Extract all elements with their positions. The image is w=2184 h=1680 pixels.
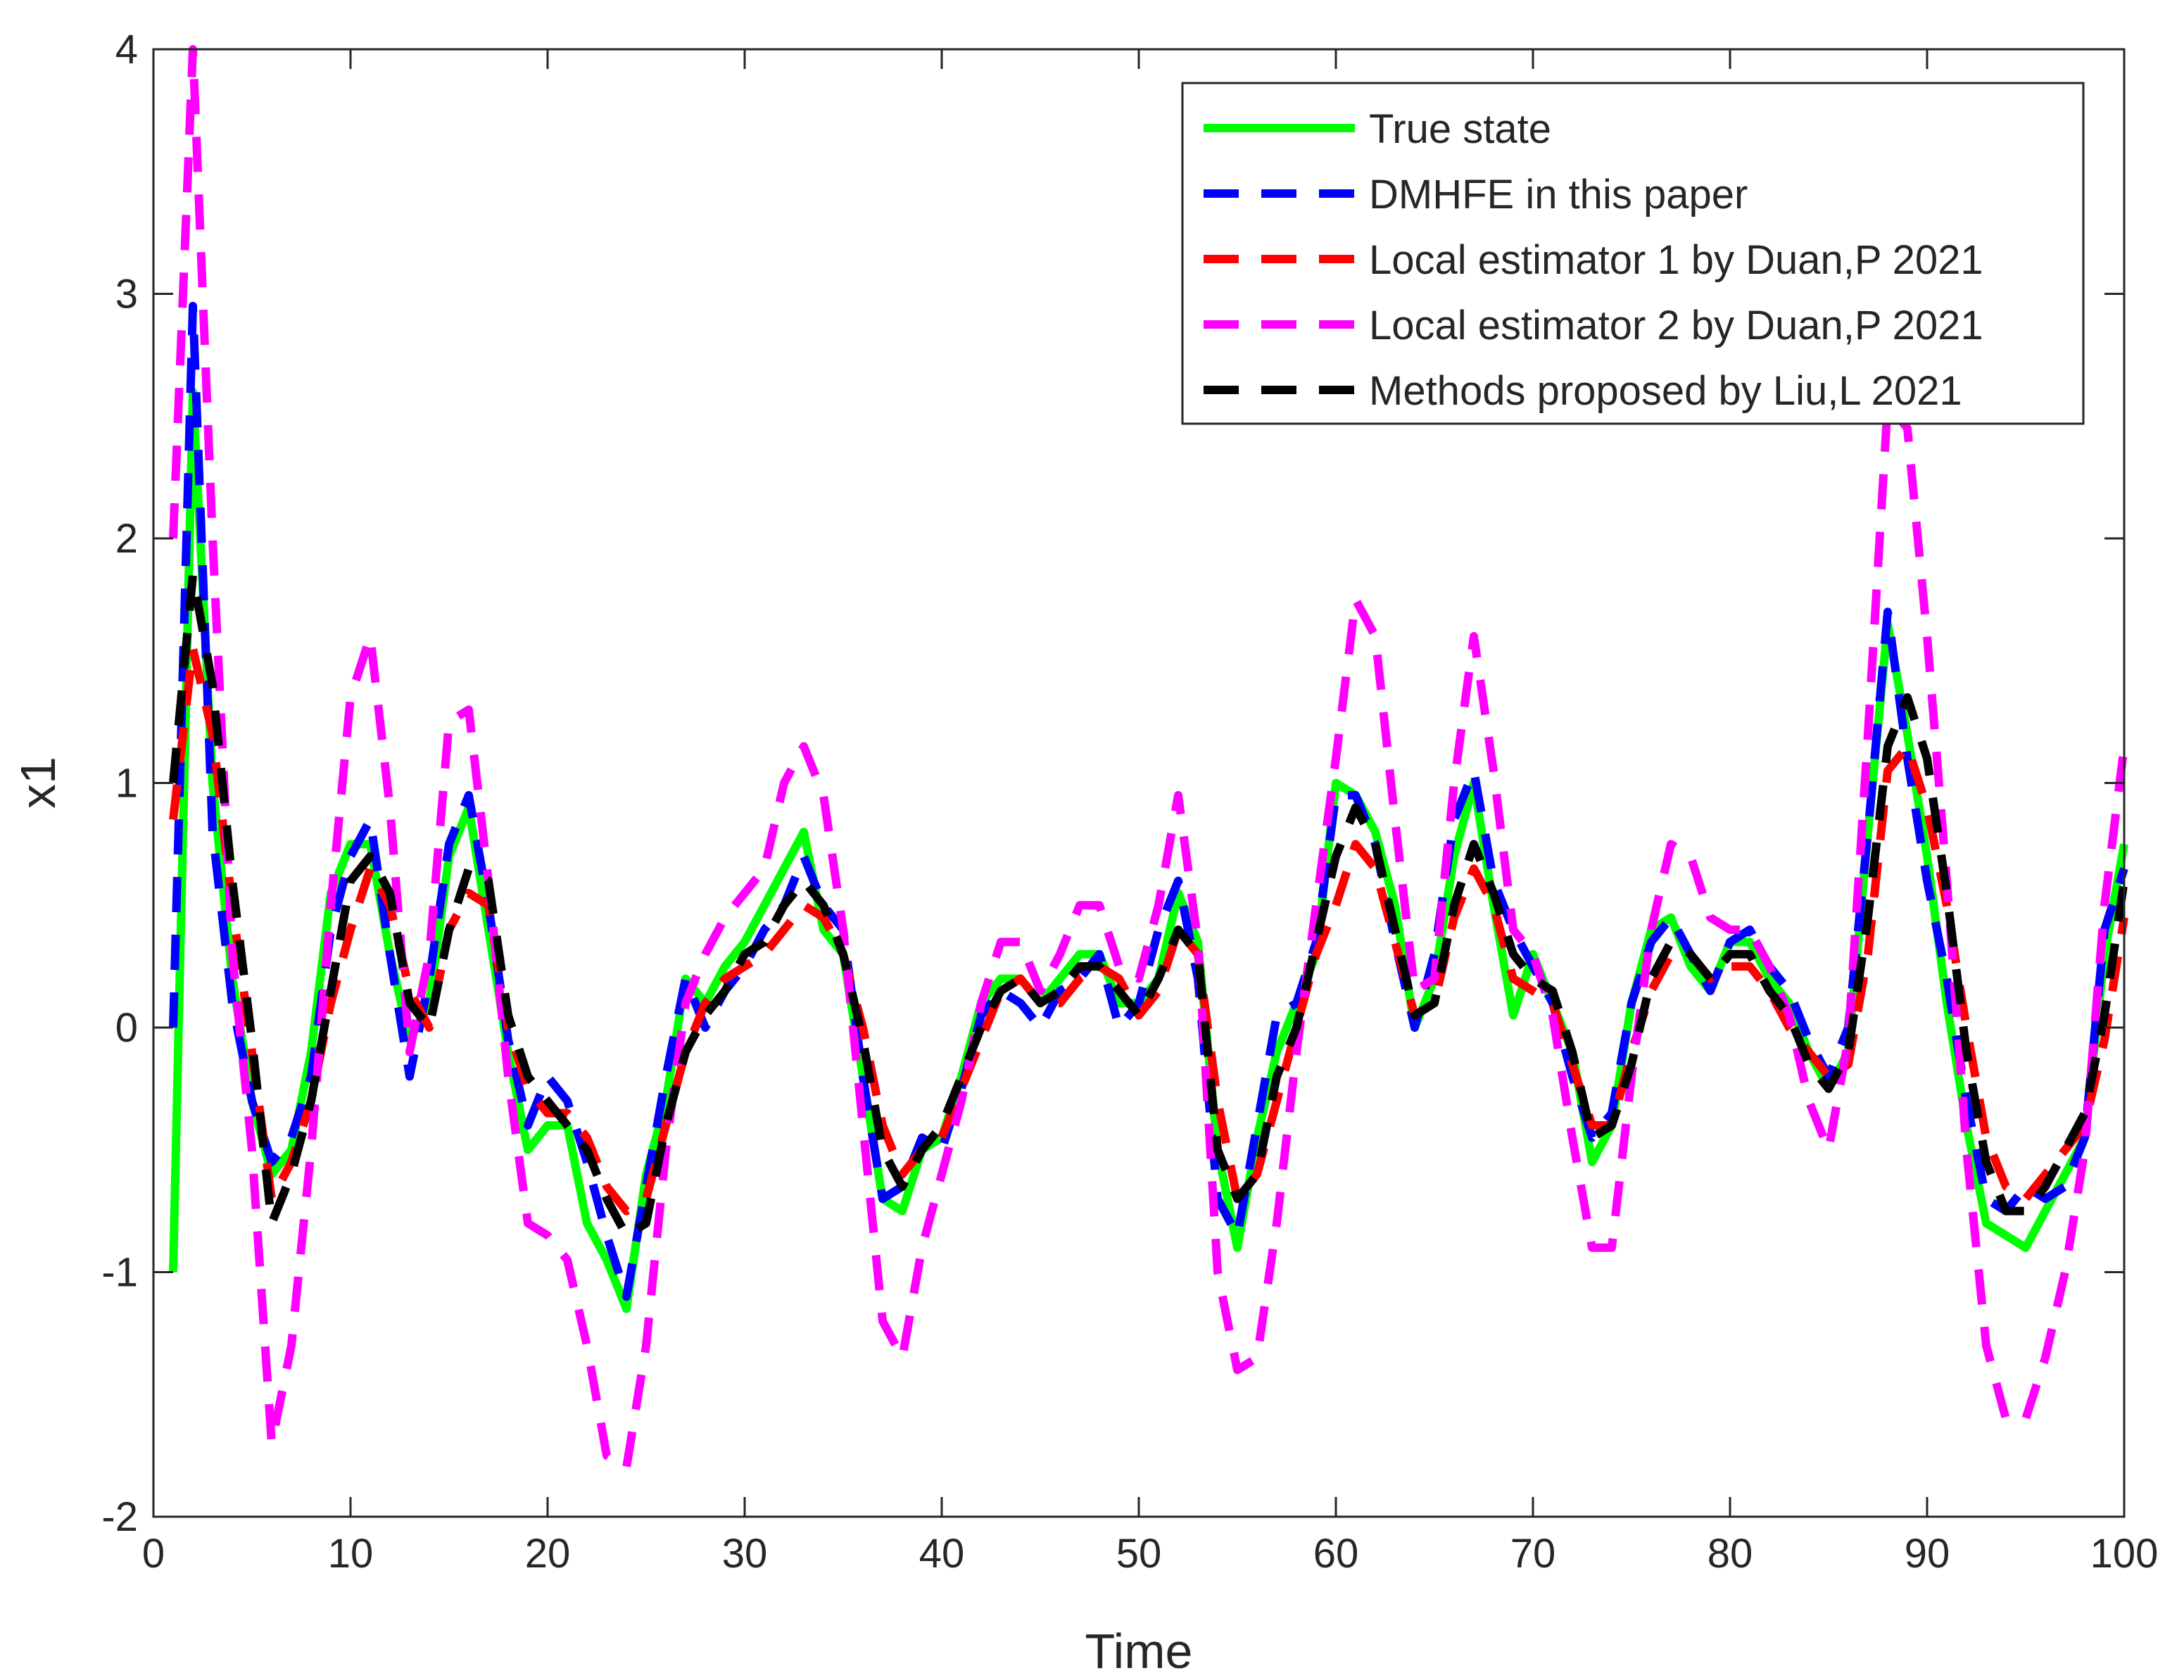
y-tick-label: 1	[115, 761, 138, 807]
x-tick-label: 70	[1510, 1531, 1556, 1577]
y-tick-label: 2	[115, 516, 138, 562]
tick-layer: 0 10 20 30 40 50 60 70 80 90 100 -2 -1 0 1 2 3 4	[101, 27, 2158, 1577]
series-line-4	[169, 45, 2128, 1472]
series-line-5	[169, 571, 2128, 1240]
y-tick-label: 4	[115, 27, 138, 72]
y-tick-label: -1	[101, 1250, 138, 1296]
x-tick-label: 30	[722, 1531, 768, 1577]
legend: True state DMHFE in this paper Local estim…	[1181, 82, 2085, 425]
y-tick-label: -2	[101, 1494, 138, 1540]
x-tick-label: 50	[1116, 1531, 1162, 1577]
x-tick-label: 20	[525, 1531, 571, 1577]
x-tick-label: 80	[1708, 1531, 1753, 1577]
series-line-2	[169, 301, 2128, 1301]
legend-label-4: Local estimator 2 by Duan,P 2021	[1369, 303, 1983, 348]
legend-label-3: Local estimator 1 by Duan,P 2021	[1369, 237, 1983, 283]
x-tick-label: 10	[328, 1531, 374, 1577]
legend-label-5: Methods proposed by Liu,L 2021	[1369, 368, 1962, 414]
legend-label-1: True state	[1369, 106, 1551, 152]
x-tick-label: 90	[1905, 1531, 1950, 1577]
legend-label-2: DMHFE in this paper	[1369, 172, 1748, 217]
legend-box	[1181, 82, 2085, 425]
x-tick-label: 0	[142, 1531, 165, 1577]
y-tick-label: 3	[115, 272, 138, 317]
x-tick-label: 100	[2090, 1531, 2159, 1577]
y-axis-label: x1	[11, 757, 65, 809]
x-tick-label: 60	[1313, 1531, 1359, 1577]
y-tick-label: 0	[115, 1005, 138, 1051]
x-axis-label: Time	[1085, 1624, 1193, 1679]
series-layer	[169, 45, 2128, 1472]
x-tick-label: 40	[919, 1531, 965, 1577]
